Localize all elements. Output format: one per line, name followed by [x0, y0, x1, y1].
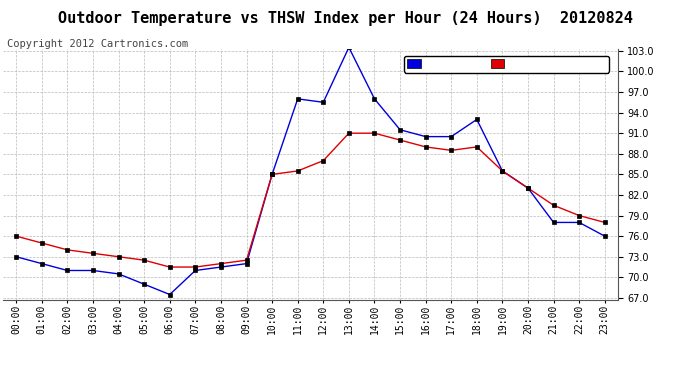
Legend: THSW  (°F), Temperature  (°F): THSW (°F), Temperature (°F)	[404, 56, 609, 73]
Text: Outdoor Temperature vs THSW Index per Hour (24 Hours)  20120824: Outdoor Temperature vs THSW Index per Ho…	[57, 11, 633, 26]
Text: Copyright 2012 Cartronics.com: Copyright 2012 Cartronics.com	[7, 39, 188, 50]
